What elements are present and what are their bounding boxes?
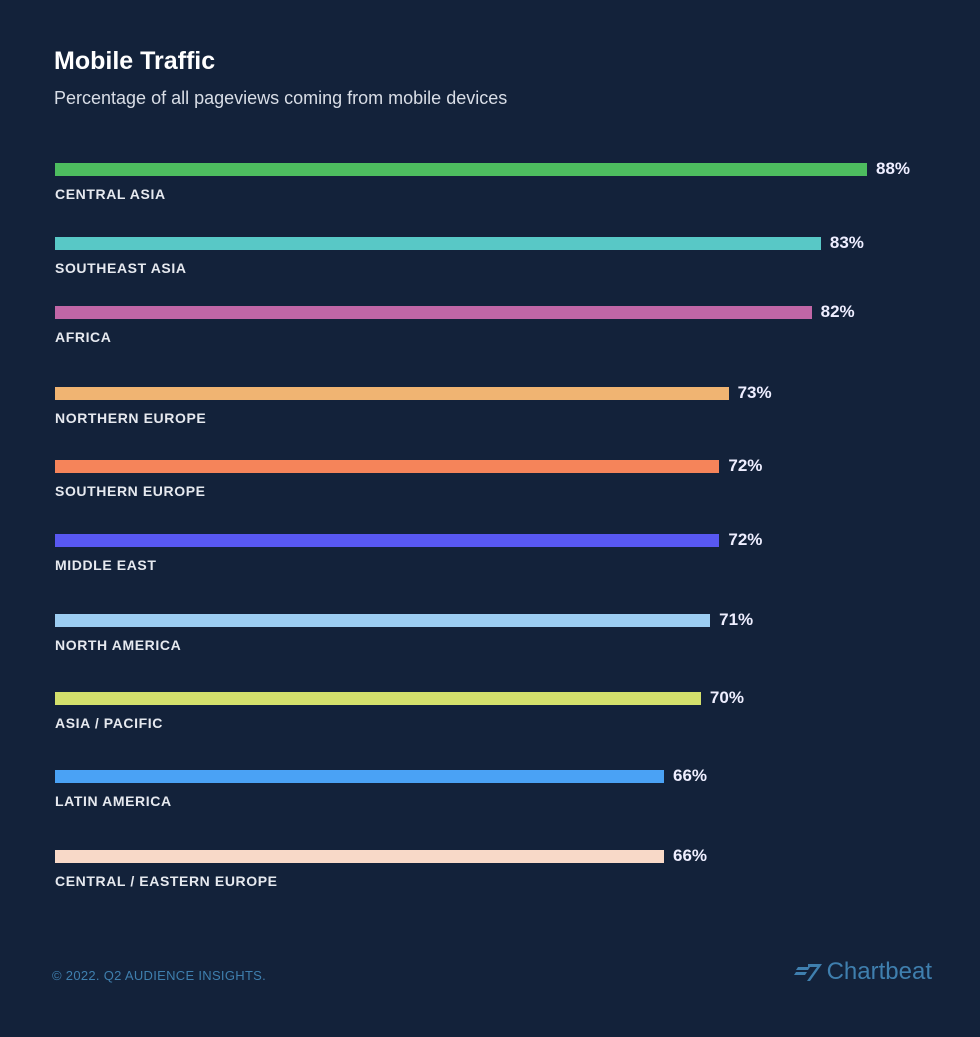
value-label: 70% — [709, 688, 744, 707]
bar-2 — [55, 306, 812, 319]
value-label: 88% — [876, 159, 911, 178]
chart-title: Mobile Traffic — [54, 47, 216, 75]
category-label: ASIA / PACIFIC — [55, 715, 163, 731]
value-label: 66% — [673, 766, 708, 785]
value-label: 83% — [829, 233, 864, 252]
value-label: 72% — [728, 456, 763, 475]
category-label: SOUTHEAST ASIA — [55, 260, 187, 276]
bar-0 — [55, 163, 867, 176]
value-label: 66% — [673, 846, 708, 865]
bar-9 — [55, 850, 664, 863]
bar-4 — [55, 460, 720, 473]
chart-subtitle: Percentage of all pageviews coming from … — [54, 88, 508, 108]
value-label: 72% — [728, 530, 763, 549]
category-label: CENTRAL / EASTERN EUROPE — [55, 873, 278, 889]
bar-5 — [55, 534, 720, 547]
value-label: 82% — [820, 302, 855, 321]
category-label: NORTHERN EUROPE — [55, 410, 207, 426]
bar-8 — [55, 770, 664, 783]
category-label: NORTH AMERICA — [55, 637, 182, 653]
category-label: AFRICA — [55, 329, 112, 345]
chartbeat-logo: Chartbeat — [793, 958, 932, 986]
logo-text: Chartbeat — [826, 958, 932, 985]
category-label: MIDDLE EAST — [55, 557, 157, 573]
value-label: 71% — [719, 610, 754, 629]
chartbeat-logo-icon — [793, 964, 822, 981]
category-label: CENTRAL ASIA — [55, 186, 166, 202]
copyright-footer: © 2022. Q2 AUDIENCE INSIGHTS. — [52, 968, 267, 983]
value-label: 73% — [737, 383, 772, 402]
bar-7 — [55, 692, 701, 705]
bar-1 — [55, 237, 821, 250]
category-label: LATIN AMERICA — [55, 793, 172, 809]
bar-6 — [55, 614, 711, 627]
bar-3 — [55, 387, 729, 400]
category-label: SOUTHERN EUROPE — [55, 483, 206, 499]
